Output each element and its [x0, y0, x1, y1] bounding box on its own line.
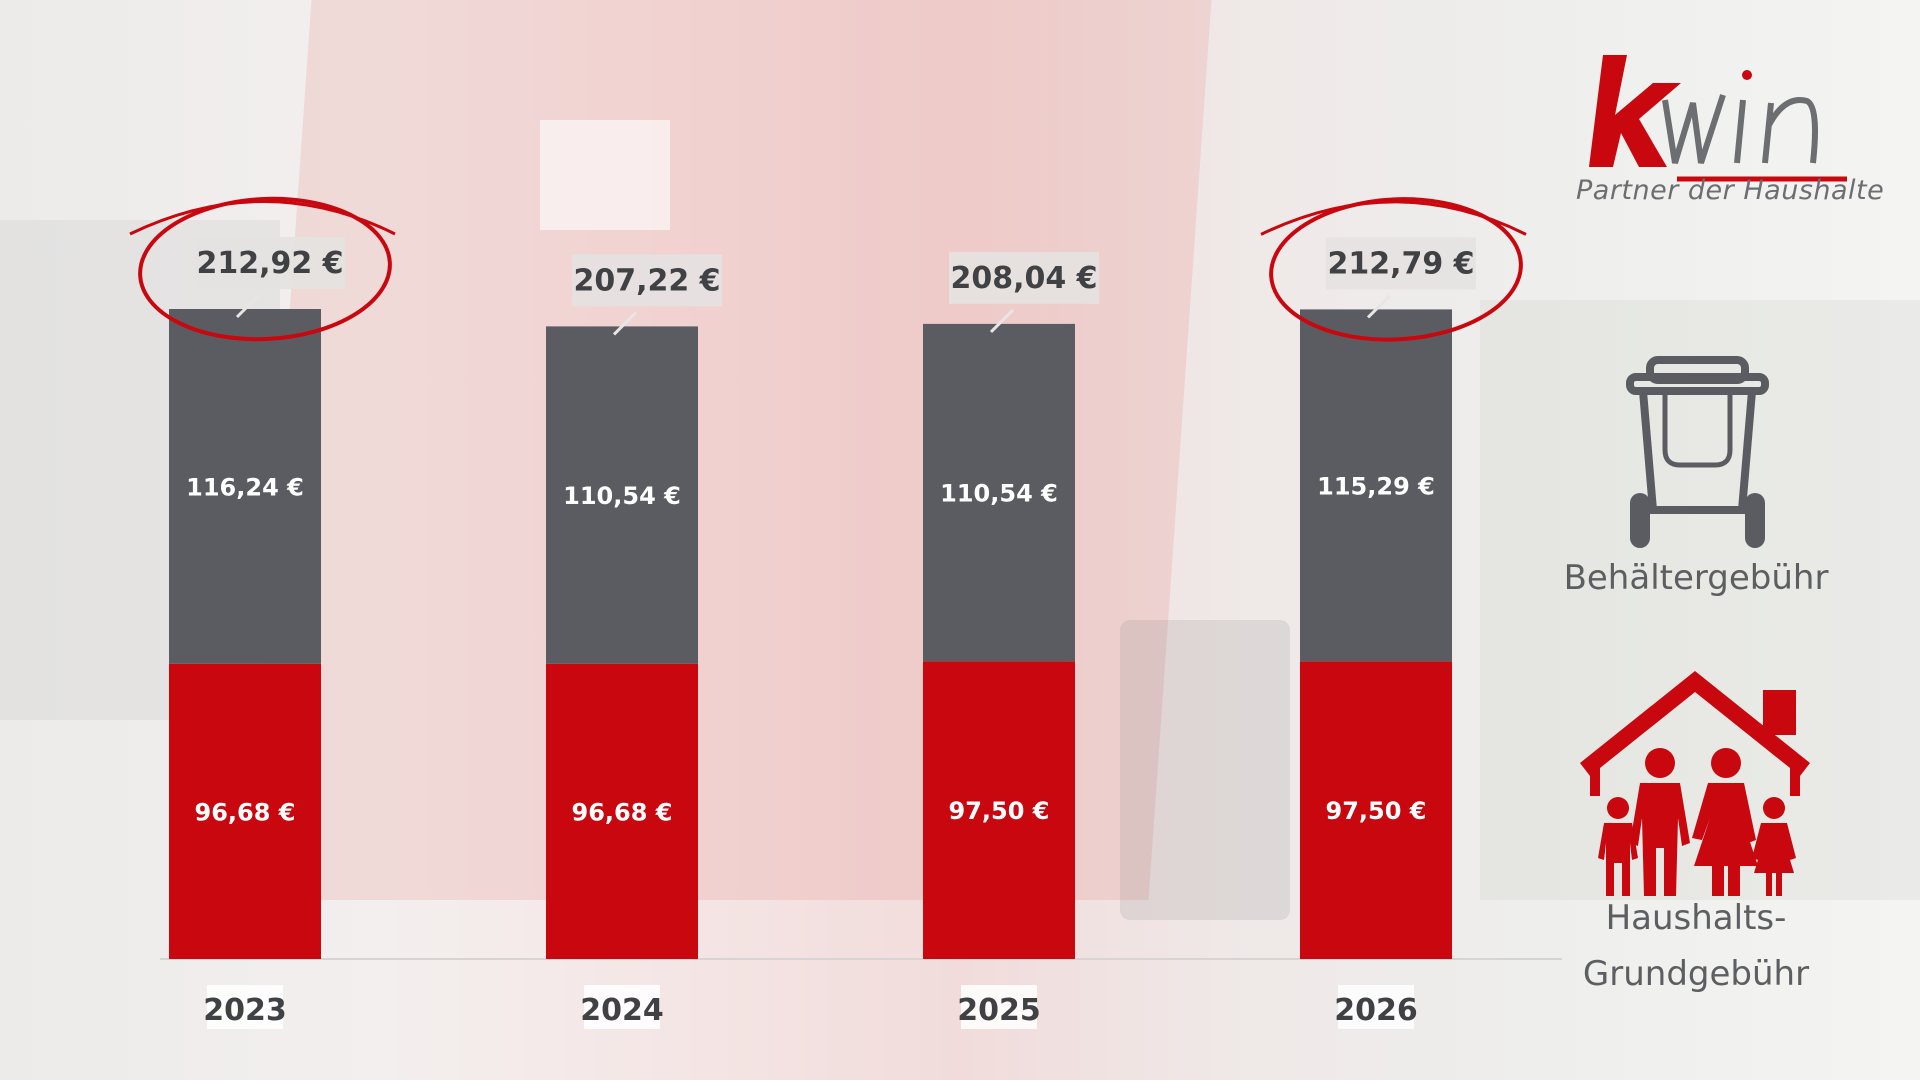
total-value-label: 208,04 €	[950, 261, 1097, 296]
segment-value-label: 110,54 €	[940, 480, 1058, 508]
year-label: 2023	[203, 993, 287, 1028]
highlight-circle-stroke	[129, 200, 396, 236]
bar-segment-household-fee	[546, 663, 698, 959]
total-label-box	[1326, 237, 1476, 290]
year-label-box	[584, 985, 660, 1029]
total-value-label: 212,92 €	[196, 246, 343, 281]
segment-value-label: 96,68 €	[195, 798, 296, 826]
total-leader-line	[1366, 294, 1392, 319]
logo-tagline: Partner der Haushalte	[1576, 175, 1885, 206]
bar-segment-container-fee	[169, 309, 321, 664]
total-label-box	[949, 251, 1099, 304]
bar-segment-container-fee	[1300, 309, 1452, 662]
year-label-box	[207, 985, 283, 1029]
kwin-logo	[1589, 55, 1847, 182]
segment-value-label: 115,29 €	[1317, 472, 1435, 500]
highlight-circle	[138, 196, 392, 342]
year-label-box	[961, 985, 1037, 1029]
total-leader-line	[235, 293, 261, 319]
year-label: 2024	[580, 993, 664, 1028]
segment-value-label: 116,24 €	[186, 473, 304, 501]
total-label-box	[195, 237, 345, 289]
highlight-circle-stroke	[1260, 200, 1527, 236]
legend-container-fee: Behältergebühr	[1563, 558, 1829, 598]
segment-value-label: 96,68 €	[572, 798, 673, 826]
bar-segment-container-fee	[923, 323, 1075, 662]
legend-household-fee-line1: Haushalts-	[1605, 898, 1787, 938]
total-value-label: 207,22 €	[573, 263, 720, 298]
segment-value-label: 97,50 €	[949, 797, 1050, 825]
legend-household-fee-line2: Grundgebühr	[1582, 954, 1810, 994]
segment-value-label: 97,50 €	[1326, 797, 1427, 825]
highlight-circle	[1269, 197, 1523, 342]
total-value-label: 212,79 €	[1327, 246, 1474, 281]
family-house-icon	[1580, 671, 1810, 896]
total-leader-line	[989, 308, 1015, 333]
bar-segment-container-fee	[546, 326, 698, 664]
bar-segment-household-fee	[1300, 661, 1452, 959]
bar-segment-household-fee	[923, 661, 1075, 959]
total-leader-line	[612, 311, 638, 336]
total-label-box	[572, 254, 722, 307]
segment-value-label: 110,54 €	[563, 482, 681, 510]
year-label: 2026	[1334, 993, 1418, 1028]
year-label-box	[1338, 985, 1414, 1029]
bar-segment-household-fee	[169, 663, 321, 959]
waste-bin-icon	[1626, 356, 1769, 548]
year-label: 2025	[957, 993, 1041, 1028]
